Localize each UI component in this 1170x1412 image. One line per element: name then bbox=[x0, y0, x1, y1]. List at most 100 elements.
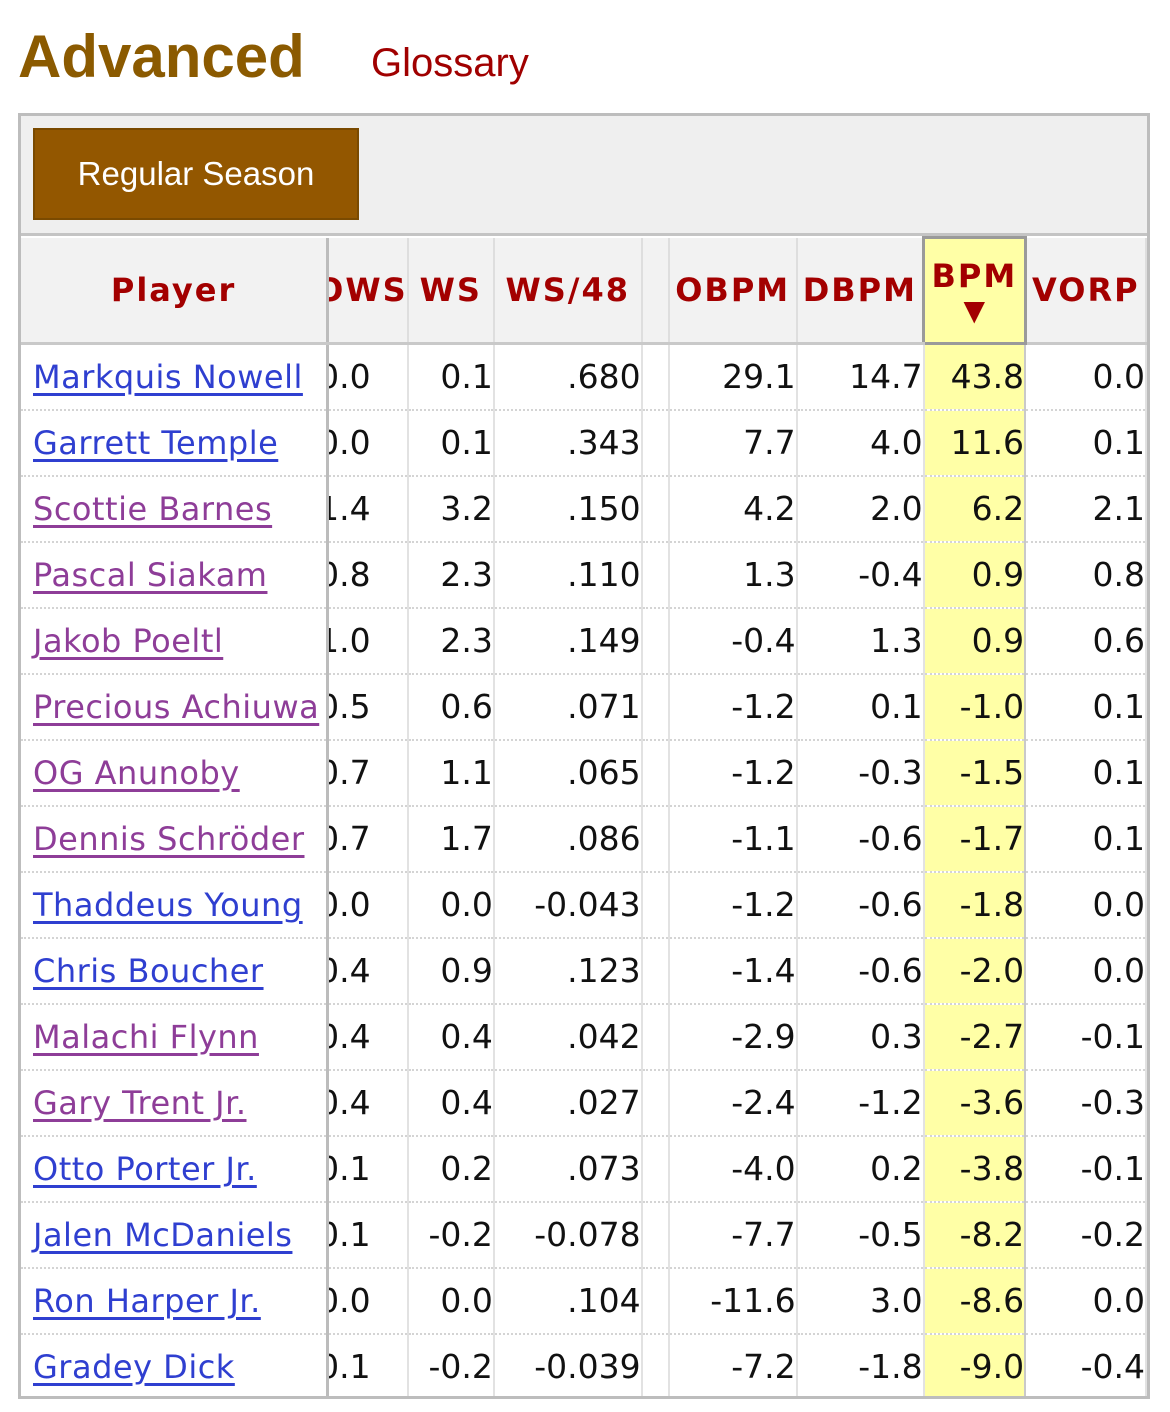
player-link[interactable]: Garrett Temple bbox=[33, 424, 279, 462]
ws-cell: 1.1 bbox=[407, 739, 495, 807]
regular-season-button[interactable]: Regular Season bbox=[33, 128, 359, 220]
player-link[interactable]: Dennis Schröder bbox=[33, 820, 305, 858]
player-link[interactable]: Gradey Dick bbox=[33, 1348, 235, 1386]
ows-cell: 0.4 bbox=[327, 1069, 409, 1137]
player-link[interactable]: Ron Harper Jr. bbox=[33, 1282, 261, 1320]
spacer-cell bbox=[641, 1069, 670, 1137]
column-header-dbpm[interactable]: DBPM bbox=[796, 237, 925, 345]
player-link[interactable]: Malachi Flynn bbox=[33, 1018, 259, 1056]
vorp-cell: 0.1 bbox=[1025, 409, 1147, 477]
obpm-cell: -7.7 bbox=[668, 1201, 798, 1269]
dbpm-cell: 1.3 bbox=[796, 607, 925, 675]
bpm-cell: -3.8 bbox=[922, 1135, 1027, 1203]
player-link[interactable]: Jakob Poeltl bbox=[33, 622, 224, 660]
stats-table-container: Regular Season Player OWS WS WS/48 OBPM … bbox=[18, 113, 1150, 1399]
vorp-cell: 0.0 bbox=[1025, 937, 1147, 1005]
column-header-bpm[interactable]: BPM ▼ bbox=[922, 236, 1027, 345]
player-link[interactable]: Otto Porter Jr. bbox=[33, 1150, 257, 1188]
table-row: Gradey Dick 0.1-0.2-0.039 -7.2-1.8-9.0-0.4 bbox=[21, 1333, 1147, 1396]
dbpm-cell: -1.8 bbox=[796, 1333, 925, 1396]
player-link[interactable]: Gary Trent Jr. bbox=[33, 1084, 247, 1122]
player-link[interactable]: Chris Boucher bbox=[33, 952, 264, 990]
table-row: Malachi Flynn0.40.4.042-2.90.3-2.7-0.1 bbox=[21, 1003, 1147, 1071]
obpm-cell: -1.1 bbox=[668, 805, 798, 873]
spacer-cell bbox=[641, 607, 670, 675]
ws-cell: 0.0 bbox=[407, 1267, 495, 1335]
ows-cell: 0.0 bbox=[327, 409, 409, 477]
column-header-vorp[interactable]: VORP bbox=[1025, 237, 1147, 345]
vorp-cell: 0.1 bbox=[1025, 673, 1147, 741]
spacer-cell bbox=[641, 1333, 670, 1396]
column-header-player[interactable]: Player bbox=[21, 237, 330, 345]
bpm-cell: 11.6 bbox=[922, 409, 1027, 477]
obpm-cell: 29.1 bbox=[668, 343, 798, 411]
player-link[interactable]: Scottie Barnes bbox=[33, 490, 273, 528]
obpm-cell: 1.3 bbox=[668, 541, 798, 609]
ws48-cell: .149 bbox=[493, 607, 643, 675]
vorp-cell: -0.1 bbox=[1025, 1135, 1147, 1203]
ows-cell: 1.4 bbox=[327, 475, 409, 543]
dbpm-cell: 4.0 bbox=[796, 409, 925, 477]
vorp-cell: 2.1 bbox=[1025, 475, 1147, 543]
dbpm-cell: 0.3 bbox=[796, 1003, 925, 1071]
column-header-obpm[interactable]: OBPM bbox=[668, 237, 798, 345]
vorp-cell: -0.4 bbox=[1025, 1333, 1147, 1396]
ows-cell: 0.5 bbox=[327, 673, 409, 741]
table-row: Jakob Poeltl 1.02.3.149 -0.41.30.90.6 bbox=[21, 607, 1147, 675]
table-row: Gary Trent Jr.0.40.4.027-2.4-1.2-3.6-0.3 bbox=[21, 1069, 1147, 1137]
player-link[interactable]: OG Anunoby bbox=[33, 754, 240, 792]
player-cell: Dennis Schröder bbox=[21, 805, 330, 873]
glossary-link[interactable]: Glossary bbox=[371, 41, 529, 85]
table-row: Thaddeus Young0.00.0-0.043-1.2-0.6-1.80.… bbox=[21, 871, 1147, 939]
page-title: Advanced bbox=[18, 23, 305, 90]
spacer-cell bbox=[641, 541, 670, 609]
player-link[interactable]: Precious Achiuwa bbox=[33, 688, 320, 726]
dbpm-cell: 3.0 bbox=[796, 1267, 925, 1335]
ows-cell: 0.0 bbox=[327, 871, 409, 939]
player-cell: Gary Trent Jr. bbox=[21, 1069, 330, 1137]
vorp-cell: -0.1 bbox=[1025, 1003, 1147, 1071]
player-cell: Thaddeus Young bbox=[21, 871, 330, 939]
dbpm-cell: -0.6 bbox=[796, 871, 925, 939]
bpm-cell: 0.9 bbox=[922, 607, 1027, 675]
column-header-ws48[interactable]: WS/48 bbox=[493, 237, 643, 345]
bpm-cell: -3.6 bbox=[922, 1069, 1027, 1137]
ws48-cell: .110 bbox=[493, 541, 643, 609]
ows-cell: 0.0 bbox=[327, 1267, 409, 1335]
vorp-cell: -0.3 bbox=[1025, 1069, 1147, 1137]
table-header-row: Player OWS WS WS/48 OBPM DBPM BPM ▼ VORP bbox=[21, 236, 1147, 345]
table-row: Otto Porter Jr.0.10.2.073-4.00.2-3.8-0.1 bbox=[21, 1135, 1147, 1203]
vorp-cell: 0.0 bbox=[1025, 1267, 1147, 1335]
vorp-cell: 0.1 bbox=[1025, 739, 1147, 807]
dbpm-cell: -0.6 bbox=[796, 937, 925, 1005]
dbpm-cell: -0.5 bbox=[796, 1201, 925, 1269]
ws-cell: 0.1 bbox=[407, 343, 495, 411]
column-header-ows[interactable]: OWS bbox=[327, 237, 409, 345]
player-link[interactable]: Thaddeus Young bbox=[33, 886, 303, 924]
player-link[interactable]: Pascal Siakam bbox=[33, 556, 268, 594]
ws-cell: 2.3 bbox=[407, 541, 495, 609]
vorp-cell: 0.8 bbox=[1025, 541, 1147, 609]
player-cell: Otto Porter Jr. bbox=[21, 1135, 330, 1203]
player-link[interactable]: Markquis Nowell bbox=[33, 358, 303, 397]
player-cell: Malachi Flynn bbox=[21, 1003, 330, 1071]
player-link[interactable]: Jalen McDaniels bbox=[33, 1216, 293, 1254]
ows-cell: 0.7 bbox=[327, 739, 409, 807]
bpm-cell: 6.2 bbox=[922, 475, 1027, 543]
table-row: Chris Boucher 0.40.9.123 -1.4-0.6-2.00.0 bbox=[21, 937, 1147, 1005]
spacer-cell bbox=[641, 1135, 670, 1203]
spacer-cell bbox=[641, 475, 670, 543]
bpm-cell: 0.9 bbox=[922, 541, 1027, 609]
ows-cell: 0.1 bbox=[327, 1201, 409, 1269]
column-header-ws[interactable]: WS bbox=[407, 237, 495, 345]
bpm-cell: -1.0 bbox=[922, 673, 1027, 741]
table-row: OG Anunoby 0.71.1.065 -1.2-0.3-1.50.1 bbox=[21, 739, 1147, 807]
obpm-cell: -1.4 bbox=[668, 937, 798, 1005]
bpm-cell: -1.7 bbox=[922, 805, 1027, 873]
dbpm-cell: -0.6 bbox=[796, 805, 925, 873]
ws48-cell: .104 bbox=[493, 1267, 643, 1335]
ws48-cell: -0.043 bbox=[493, 871, 643, 939]
ws-cell: 0.9 bbox=[407, 937, 495, 1005]
